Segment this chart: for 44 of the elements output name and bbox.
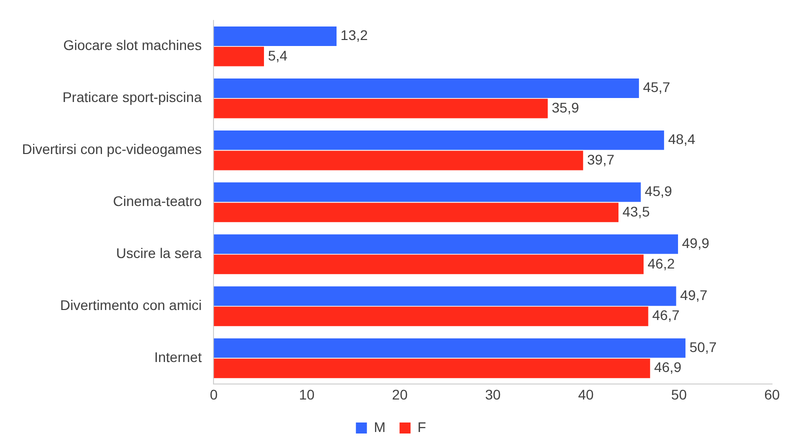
bar — [214, 286, 676, 306]
bar — [214, 26, 337, 46]
bar — [214, 150, 584, 170]
bar — [214, 130, 664, 150]
y-tick-label: Internet — [154, 349, 202, 366]
bar — [214, 46, 264, 66]
data-label: 13,2 — [340, 27, 368, 44]
x-tick-label: 20 — [392, 386, 408, 402]
bar — [214, 78, 639, 98]
y-tick-label: Praticare sport-piscina — [62, 89, 202, 106]
x-tick-label: 30 — [485, 386, 501, 402]
y-tick-label: Uscire la sera — [116, 245, 202, 262]
x-tick-label: 60 — [764, 386, 780, 402]
data-label: 48,4 — [668, 131, 696, 148]
legend-label: F — [418, 418, 426, 435]
data-label: 43,5 — [622, 203, 650, 220]
x-tick-label: 10 — [298, 386, 315, 402]
bar — [214, 358, 650, 378]
data-label: 46,9 — [654, 359, 682, 376]
data-label: 35,9 — [552, 99, 580, 116]
data-label: 5,4 — [268, 47, 288, 64]
x-tick-label: 0 — [210, 386, 218, 402]
y-tick-label: Divertirsi con pc-videogames — [22, 141, 202, 158]
data-label: 49,9 — [682, 234, 710, 251]
x-tick-label: 40 — [578, 386, 594, 402]
data-label: 45,9 — [644, 183, 672, 200]
x-tick-label: 50 — [671, 386, 687, 402]
bar — [214, 338, 686, 358]
data-label: 46,7 — [652, 307, 680, 324]
bar — [214, 234, 678, 254]
data-label: 39,7 — [587, 151, 615, 168]
bar — [214, 182, 641, 202]
y-tick-label: Cinema-teatro — [113, 193, 202, 210]
bar — [214, 98, 548, 118]
bar — [214, 306, 648, 326]
bar — [214, 254, 644, 274]
y-tick-label: Divertimento con amici — [60, 297, 202, 314]
data-label: 50,7 — [689, 338, 717, 355]
data-label: 45,7 — [642, 79, 670, 96]
legend-label: M — [374, 418, 386, 435]
bar — [214, 202, 618, 222]
y-tick-label: Giocare slot machines — [63, 37, 202, 54]
data-label: 46,2 — [648, 255, 676, 272]
data-label: 49,7 — [680, 286, 708, 303]
